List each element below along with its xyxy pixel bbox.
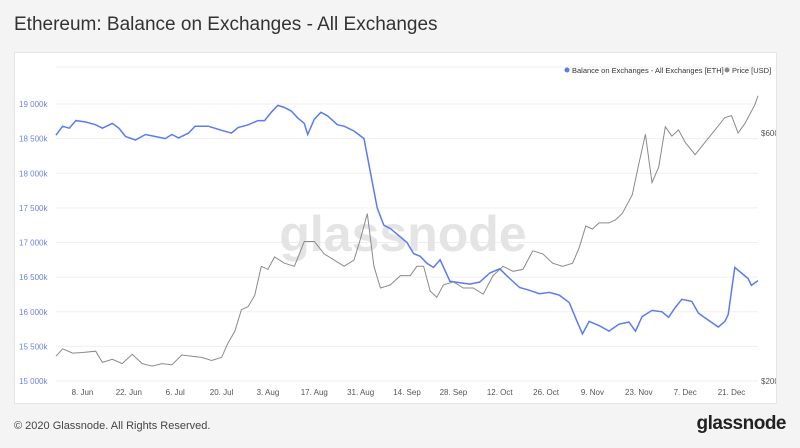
y-left-tick-label: 16 500k — [19, 273, 48, 282]
x-tick-label: 17. Aug — [301, 388, 328, 397]
y-left-tick-label: 17 000k — [19, 239, 48, 248]
legend-label: Balance on Exchanges - All Exchanges [ET… — [572, 66, 724, 75]
x-tick-label: 12. Oct — [487, 388, 514, 397]
y-left-tick-label: 15 500k — [19, 342, 48, 351]
x-tick-label: 31. Aug — [347, 388, 374, 397]
series-line-price — [55, 95, 759, 367]
x-tick-label: 28. Sep — [440, 388, 468, 397]
legend-marker — [564, 67, 570, 73]
x-tick-label: 23. Nov — [625, 388, 653, 397]
y-right-tick-label: $200 — [761, 377, 776, 386]
glassnode-logo: glassnode — [696, 413, 787, 434]
y-left-tick-label: 19 000k — [19, 100, 48, 109]
watermark: glassnode — [279, 206, 526, 262]
chart[interactable]: 15 000k 15 500k 16 000k 16 500k 17 000k 17 50… — [15, 53, 776, 403]
chart-card: 15 000k 15 500k 16 000k 16 500k 17 000k 17 50… — [14, 52, 777, 404]
copyright: © 2020 Glassnode. All Rights Reserved. — [14, 420, 211, 432]
page-title: Ethereum: Balance on Exchanges - All Exc… — [14, 14, 438, 35]
y-left-tick-label: 18 500k — [19, 135, 48, 144]
x-tick-label: 26. Oct — [533, 388, 560, 397]
x-tick-label: 20. Jul — [210, 388, 234, 397]
legend-label: Price [USD] — [732, 66, 771, 75]
series-line-balance — [55, 104, 759, 336]
y-right-tick-label: $600 — [761, 129, 776, 138]
x-tick-label: 21. Dec — [718, 388, 746, 397]
y-left-tick-label: 16 000k — [19, 308, 48, 317]
y-left-tick-label: 18 000k — [19, 169, 48, 178]
y-left-tick-label: 17 500k — [19, 204, 48, 213]
x-tick-label: 8. Jun — [72, 388, 94, 397]
y-left-tick-label: 15 000k — [19, 377, 48, 386]
x-tick-label: 6. Jul — [166, 388, 185, 397]
legend-marker — [724, 67, 730, 73]
x-tick-label: 22. Jun — [116, 388, 142, 397]
x-tick-label: 14. Sep — [393, 388, 421, 397]
x-tick-label: 3. Aug — [257, 388, 280, 397]
x-tick-label: 9. Nov — [581, 388, 604, 397]
x-tick-label: 7. Dec — [674, 388, 697, 397]
